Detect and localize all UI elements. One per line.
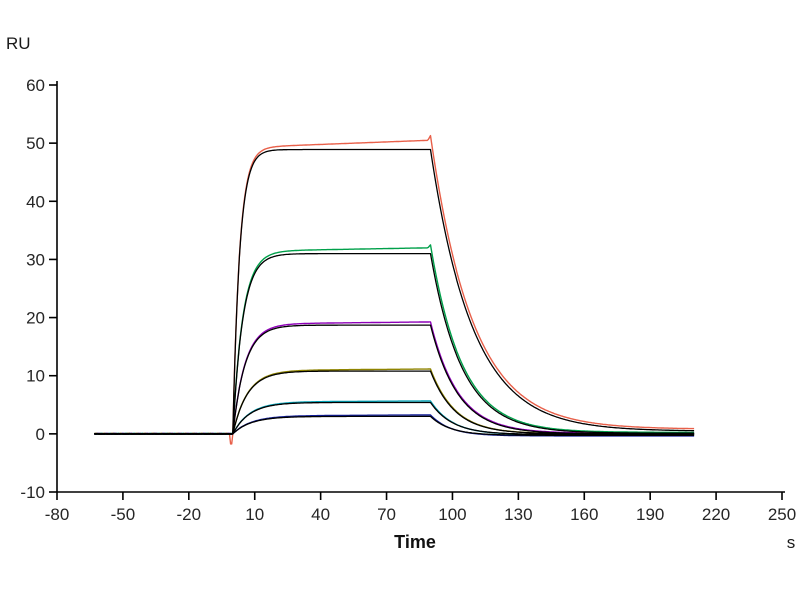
x-tick-label: 70 <box>377 505 396 524</box>
series-data-3 <box>94 321 695 435</box>
series-data-5 <box>94 400 695 436</box>
series-data-1 <box>94 134 695 445</box>
tick-labels: -10 0 10 20 30 40 50 60 -80 -50 -20 10 40 70 100 130 160… <box>20 76 796 524</box>
x-tick-label: 10 <box>245 505 264 524</box>
x-axis-label: Time <box>394 532 436 552</box>
axes <box>49 81 785 500</box>
x-tick-label: 250 <box>768 505 796 524</box>
x-tick-label: 130 <box>504 505 532 524</box>
x-tick-label: 190 <box>636 505 664 524</box>
x-tick-label: 220 <box>702 505 730 524</box>
series-fit-6 <box>94 415 695 436</box>
y-tick-label: -10 <box>20 483 45 502</box>
series-data-2 <box>94 244 695 435</box>
y-tick-label: 10 <box>26 367 45 386</box>
series-fit-5 <box>94 401 695 436</box>
x-axis-unit: s <box>787 533 796 552</box>
series-fit-2 <box>94 252 695 435</box>
y-axis-label: RU <box>6 34 31 53</box>
y-tick-label: 60 <box>26 76 45 95</box>
x-tick-label: 160 <box>570 505 598 524</box>
x-tick-label: -80 <box>45 505 70 524</box>
series-group <box>94 134 695 445</box>
x-tick-label: 40 <box>311 505 330 524</box>
y-tick-label: 40 <box>26 192 45 211</box>
y-tick-label: 20 <box>26 309 45 328</box>
series-fit-1 <box>94 148 695 435</box>
x-tick-label: -50 <box>111 505 136 524</box>
series-fit-3 <box>94 324 695 435</box>
y-tick-label: 30 <box>26 250 45 269</box>
x-tick-label: -20 <box>177 505 202 524</box>
y-tick-label: 0 <box>36 425 45 444</box>
x-tick-label: 100 <box>438 505 466 524</box>
y-tick-label: 50 <box>26 134 45 153</box>
